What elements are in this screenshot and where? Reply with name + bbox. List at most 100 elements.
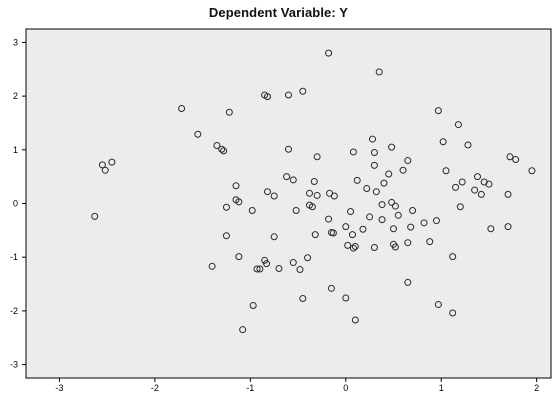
- scatter-point: [313, 153, 321, 161]
- scatter-point: [292, 206, 300, 214]
- scatter-point: [194, 130, 202, 138]
- scatter-point: [253, 265, 261, 273]
- scatter-point: [456, 203, 464, 211]
- scatter-point: [504, 223, 512, 231]
- scatter-point: [249, 302, 257, 310]
- x-tick-label: 2: [534, 383, 539, 393]
- scatter-point: [375, 68, 383, 76]
- scatter-point: [101, 166, 109, 174]
- scatter-point: [391, 202, 399, 210]
- scatter-point: [213, 142, 221, 150]
- scatter-point: [248, 206, 256, 214]
- scatter-point: [347, 208, 355, 216]
- scatter-point: [329, 229, 337, 237]
- scatter-point: [296, 266, 304, 274]
- scatter-point: [370, 148, 378, 156]
- scatter-point: [404, 278, 412, 286]
- scatter-point: [270, 192, 278, 200]
- scatter-point: [506, 153, 514, 161]
- scatter-point: [359, 225, 367, 233]
- scatter-point: [270, 233, 278, 241]
- scatter-point: [91, 212, 99, 220]
- scatter-point: [449, 309, 457, 317]
- scatter-point: [232, 182, 240, 190]
- x-tick-label: -3: [55, 383, 63, 393]
- scatter-point: [432, 217, 440, 225]
- scatter-point: [452, 183, 460, 191]
- scatter-point: [239, 326, 247, 334]
- scatter-point: [208, 262, 216, 270]
- scatter-point: [178, 104, 186, 112]
- scatter-point: [449, 253, 457, 261]
- scatter-point: [220, 147, 228, 155]
- scatter-point: [349, 244, 357, 252]
- scatter-point: [391, 243, 399, 251]
- scatter-point: [394, 211, 402, 219]
- scatter-point: [256, 265, 264, 273]
- scatter-point: [477, 190, 485, 198]
- scatter-point: [409, 206, 417, 214]
- y-tick-label: 1: [13, 145, 18, 155]
- data-points: [91, 49, 536, 334]
- y-tick-label: -2: [10, 306, 18, 316]
- scatter-point: [327, 284, 335, 292]
- scatter-point: [330, 192, 338, 200]
- scatter-point: [313, 191, 321, 199]
- scatter-point: [388, 143, 396, 151]
- scatter-point: [454, 121, 462, 129]
- scatter-point: [485, 180, 493, 188]
- scatter-point: [474, 173, 481, 181]
- scatter-point: [380, 179, 388, 187]
- x-tick-label: -1: [246, 383, 254, 393]
- scatter-point: [283, 173, 291, 181]
- scatter-point: [263, 260, 271, 268]
- y-tick-label: -1: [10, 252, 18, 262]
- scatter-point: [306, 189, 313, 197]
- scatter-point: [344, 241, 352, 249]
- scatter-point: [458, 178, 466, 186]
- scatter-point: [407, 223, 415, 231]
- scatter-point: [370, 244, 378, 252]
- scatter-point: [285, 145, 292, 153]
- scatter-point: [385, 170, 393, 178]
- scatter-point: [390, 225, 397, 233]
- scatter-point: [222, 203, 230, 211]
- scatter-point: [299, 295, 307, 303]
- scatter-point: [388, 198, 396, 206]
- scatter-point: [399, 166, 407, 174]
- scatter-point: [370, 161, 378, 169]
- scatter-point: [471, 186, 479, 194]
- scatter-point: [372, 188, 380, 196]
- scatter-point: [349, 148, 357, 156]
- scatter-point: [420, 219, 428, 227]
- scatter-point: [235, 198, 243, 206]
- scatter-point: [404, 157, 412, 165]
- y-tick-label: 0: [13, 199, 18, 209]
- scatter-point: [439, 138, 447, 146]
- scatter-point: [434, 300, 442, 308]
- x-tick-label: 1: [439, 383, 444, 393]
- scatter-point: [351, 242, 359, 250]
- y-tick-label: 3: [13, 37, 18, 47]
- scatter-point: [442, 167, 450, 175]
- scatter-point: [464, 141, 472, 149]
- scatter-point: [225, 108, 233, 116]
- scatter-point: [308, 203, 316, 211]
- scatter-point: [487, 225, 495, 233]
- y-tick-label: 2: [13, 91, 18, 101]
- scatter-point: [434, 107, 442, 115]
- scatter-point: [275, 264, 283, 272]
- scatter-point: [264, 188, 271, 196]
- chart-title: Dependent Variable: Y: [208, 5, 349, 20]
- y-tick-label: -3: [10, 360, 18, 370]
- scatter-point: [108, 158, 116, 166]
- scatter-point: [369, 135, 376, 143]
- scatter-point: [264, 93, 271, 101]
- scatter-point: [218, 145, 226, 153]
- scatter-point: [426, 238, 434, 246]
- plot-area: [25, 28, 552, 379]
- scatter-point: [378, 201, 386, 209]
- scatter-point: [348, 231, 356, 239]
